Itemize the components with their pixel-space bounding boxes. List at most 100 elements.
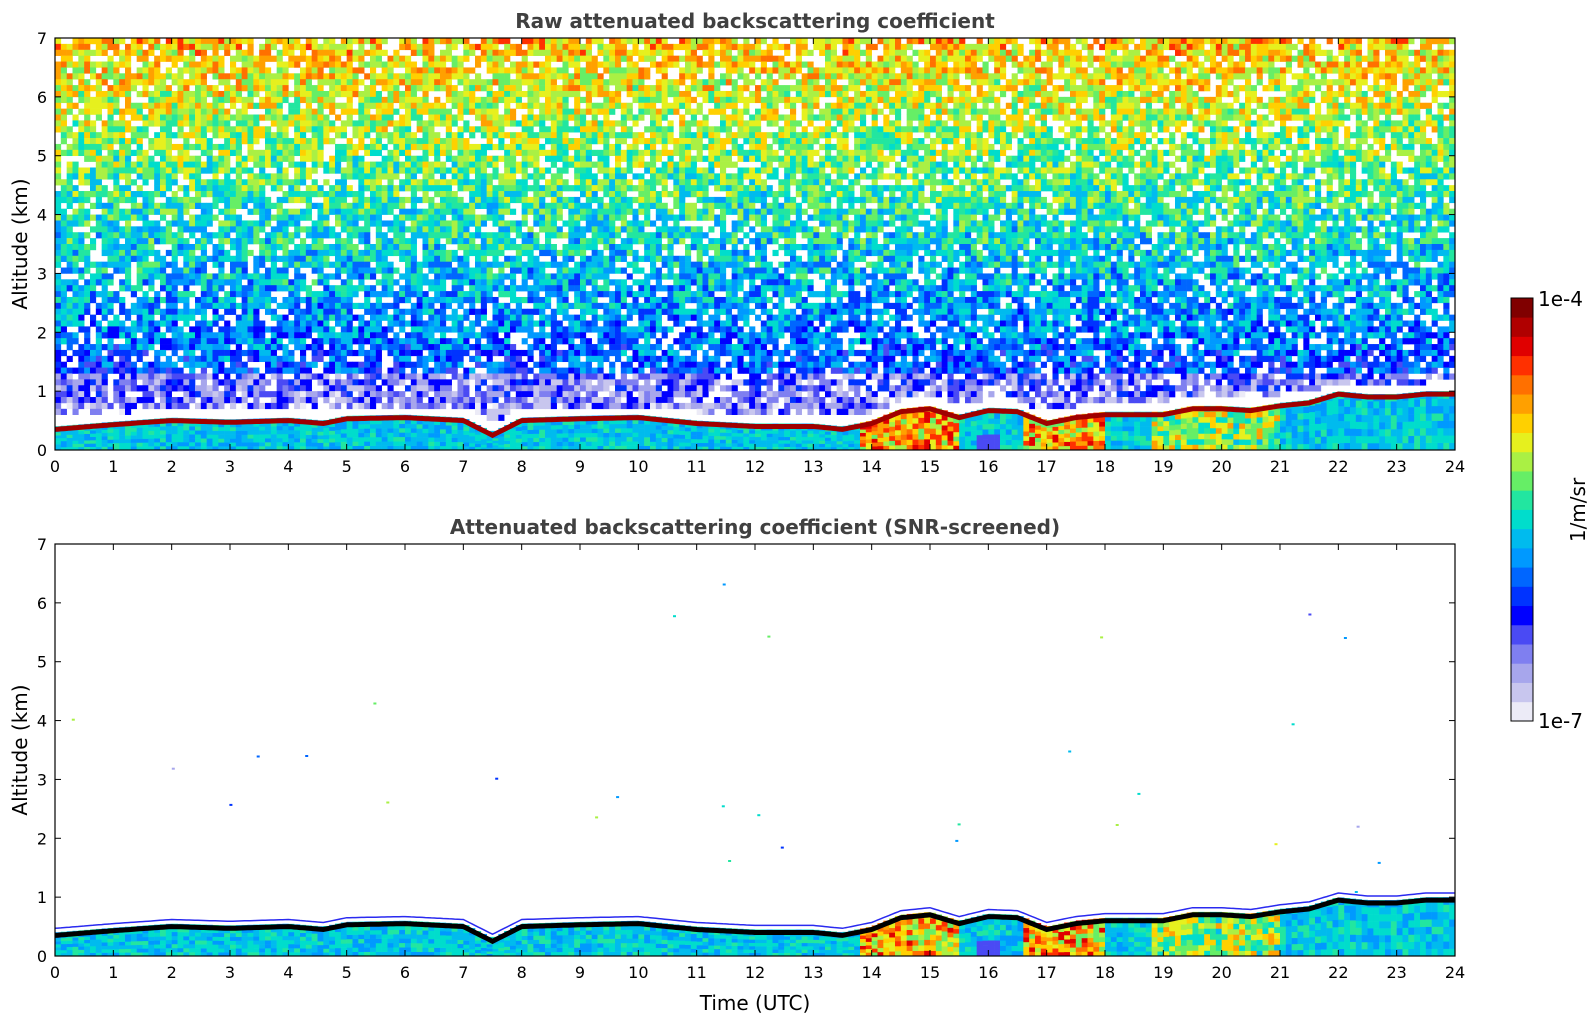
noise-cell [445,167,452,174]
noise-cell [346,43,353,51]
noise-cell [521,138,528,145]
noise-cell [340,361,347,368]
noise-cell [276,143,283,151]
noise-cell [381,261,388,268]
noise-cell [556,43,563,51]
noise-cell [101,397,108,404]
noise-cell [574,244,581,251]
noise-cell [329,302,336,310]
noise-cell [463,314,470,321]
noise-cell [189,308,196,315]
noise-cell [247,79,254,86]
noise-cell [568,79,575,86]
noise-cell [568,114,575,121]
noise-cell [125,96,132,104]
noise-cell [119,402,126,410]
noise-cell [270,332,277,339]
noise-cell [253,273,260,280]
noise-cell [294,55,301,62]
noise-cell [101,226,108,233]
noise-cell [574,143,581,151]
noise-cell [84,361,91,368]
noise-cell [265,143,272,151]
noise-cell [486,79,493,86]
noise-cell [375,108,382,115]
noise-cell [142,208,149,215]
noise-cell [107,249,114,257]
noise-cell [393,338,400,345]
noise-cell [78,238,85,245]
noise-cell [375,249,382,257]
noise-cell [445,302,452,310]
noise-cell [574,367,581,374]
noise-cell [171,320,178,327]
noise-cell [300,214,307,221]
noise-cell [440,373,447,380]
noise-cell [370,61,377,68]
noise-cell [148,167,155,174]
noise-cell [597,367,604,374]
noise-cell [189,349,196,357]
noise-cell [515,385,522,392]
noise-cell [434,244,441,251]
noise-cell [329,226,336,233]
noise-cell [136,102,143,109]
noise-cell [72,61,79,68]
noise-cell [294,38,301,45]
noise-cell [90,185,97,192]
noise-cell [224,191,231,198]
noise-cell [72,255,79,262]
noise-cell [463,367,470,374]
noise-cell [504,308,511,315]
noise-cell [539,367,546,374]
noise-cell [539,202,546,209]
noise-cell [282,367,289,374]
noise-cell [533,202,540,209]
noise-cell [422,167,429,174]
noise-cell [591,102,598,109]
noise-cell [498,261,505,268]
noise-cell [125,332,132,339]
noise-cell [457,161,464,168]
noise-cell [230,179,237,186]
noise-cell [130,108,137,115]
noise-cell [218,55,225,62]
noise-cell [241,85,248,92]
noise-cell [90,361,97,368]
noise-cell [556,226,563,233]
noise-cell [60,314,67,321]
noise-cell [113,102,120,109]
noise-cell [358,49,365,56]
noise-cell [60,43,67,51]
noise-cell [66,143,73,151]
noise-cell [55,385,62,392]
noise-cell [160,285,167,292]
noise-cell [165,402,172,410]
noise-cell [515,314,522,321]
noise-cell [498,391,505,398]
noise-cell [580,332,587,339]
noise-cell [609,220,616,227]
noise-cell [346,73,353,80]
noise-cell [533,273,540,280]
noise-cell [282,332,289,339]
noise-cell [434,138,441,145]
noise-cell [119,191,126,198]
noise-cell [463,379,470,386]
noise-cell [72,161,79,168]
noise-cell [463,391,470,398]
noise-cell [282,285,289,292]
noise-cell [504,49,511,56]
noise-cell [253,79,260,86]
noise-cell [550,361,557,368]
noise-cell [218,379,225,386]
noise-cell [434,397,441,404]
noise-cell [66,55,73,62]
noise-cell [352,202,359,209]
noise-cell [230,361,237,368]
noise-cell [253,267,260,274]
noise-cell [259,73,266,80]
noise-cell [235,138,242,145]
noise-cell [148,320,155,327]
noise-cell [527,114,534,121]
